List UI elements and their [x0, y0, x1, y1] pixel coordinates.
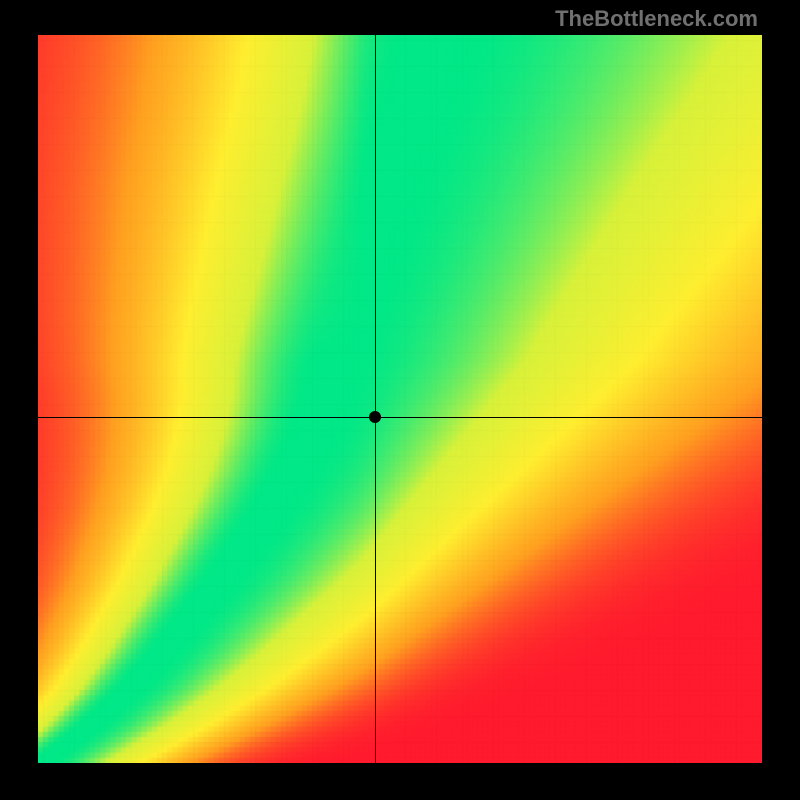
- crosshair-marker: [369, 411, 381, 423]
- heatmap-plot: [38, 35, 762, 763]
- crosshair-horizontal: [38, 417, 762, 418]
- watermark-text: TheBottleneck.com: [555, 6, 758, 32]
- chart-container: TheBottleneck.com: [0, 0, 800, 800]
- crosshair-vertical: [375, 35, 376, 763]
